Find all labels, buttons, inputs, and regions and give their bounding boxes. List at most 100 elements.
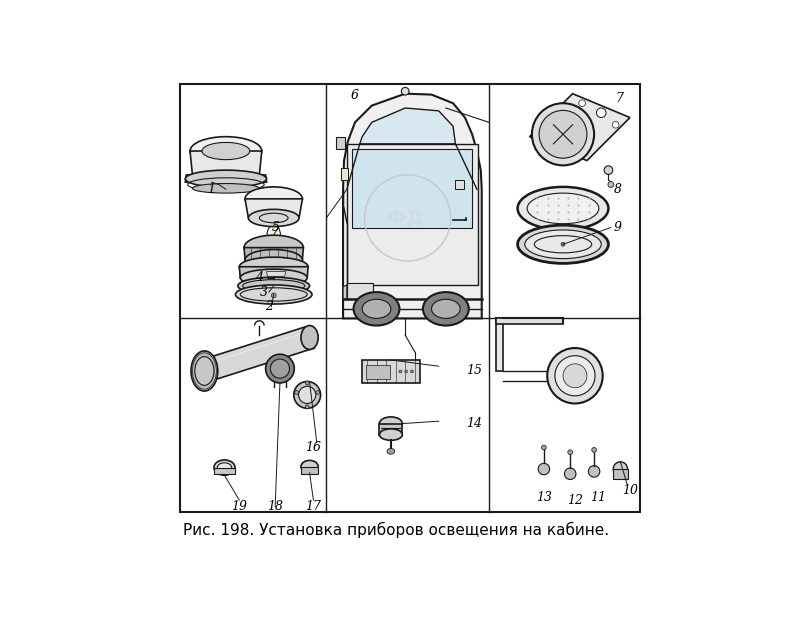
Polygon shape <box>347 144 478 285</box>
Circle shape <box>306 381 309 385</box>
Circle shape <box>588 466 600 477</box>
Bar <box>179 84 639 512</box>
Polygon shape <box>379 424 402 435</box>
Circle shape <box>271 293 276 298</box>
Ellipse shape <box>387 448 394 454</box>
Text: 18: 18 <box>267 500 283 513</box>
Text: 6: 6 <box>351 89 359 102</box>
Polygon shape <box>301 466 318 474</box>
Circle shape <box>568 450 573 455</box>
Polygon shape <box>530 94 630 161</box>
Polygon shape <box>496 319 563 324</box>
Circle shape <box>266 354 294 383</box>
Circle shape <box>547 348 602 404</box>
Ellipse shape <box>248 209 299 227</box>
Ellipse shape <box>239 257 308 276</box>
Bar <box>366 365 390 379</box>
Text: Рис. 198. Установка приборов освещения на кабине.: Рис. 198. Установка приборов освещения н… <box>183 522 609 538</box>
Polygon shape <box>343 285 347 299</box>
Text: 2: 2 <box>265 300 273 313</box>
Ellipse shape <box>238 277 310 294</box>
Circle shape <box>538 463 550 474</box>
Text: 14: 14 <box>466 417 482 430</box>
Circle shape <box>592 448 597 452</box>
Ellipse shape <box>193 184 259 193</box>
Circle shape <box>539 111 587 158</box>
Circle shape <box>561 242 565 246</box>
Ellipse shape <box>240 269 307 286</box>
Ellipse shape <box>218 463 232 473</box>
Text: 4: 4 <box>255 271 263 284</box>
Circle shape <box>294 381 321 408</box>
Text: 3: 3 <box>260 286 268 299</box>
Text: 1: 1 <box>207 183 215 196</box>
Circle shape <box>583 128 590 136</box>
Polygon shape <box>186 175 266 182</box>
Ellipse shape <box>245 250 302 271</box>
Text: 15: 15 <box>466 365 482 378</box>
Ellipse shape <box>202 142 250 160</box>
Ellipse shape <box>379 429 402 440</box>
Circle shape <box>402 88 409 95</box>
Ellipse shape <box>301 325 318 350</box>
Circle shape <box>399 370 402 373</box>
Circle shape <box>578 100 586 107</box>
Ellipse shape <box>267 225 281 244</box>
Circle shape <box>294 391 298 394</box>
Polygon shape <box>496 319 503 371</box>
Ellipse shape <box>362 299 391 319</box>
Bar <box>341 168 348 179</box>
Ellipse shape <box>214 460 235 475</box>
Ellipse shape <box>354 292 399 325</box>
Polygon shape <box>352 148 472 227</box>
Text: 13: 13 <box>536 491 552 504</box>
Ellipse shape <box>235 285 312 304</box>
Polygon shape <box>343 94 482 319</box>
Circle shape <box>565 468 576 479</box>
Text: 19: 19 <box>231 500 247 513</box>
Text: 7: 7 <box>615 92 623 105</box>
Circle shape <box>597 108 606 117</box>
Circle shape <box>612 121 619 128</box>
Circle shape <box>316 391 320 394</box>
Ellipse shape <box>518 225 609 263</box>
Text: 9: 9 <box>614 221 622 234</box>
Bar <box>362 360 419 383</box>
Ellipse shape <box>379 417 402 430</box>
Text: 5: 5 <box>272 221 280 234</box>
Circle shape <box>560 105 566 111</box>
Ellipse shape <box>423 292 469 325</box>
Ellipse shape <box>301 460 318 473</box>
Ellipse shape <box>190 137 262 165</box>
Circle shape <box>614 462 627 476</box>
Ellipse shape <box>245 187 302 211</box>
Circle shape <box>604 166 613 175</box>
Ellipse shape <box>431 299 460 319</box>
Polygon shape <box>360 108 455 144</box>
Text: ФД: ФД <box>387 209 423 227</box>
Ellipse shape <box>244 235 303 260</box>
Polygon shape <box>200 327 314 381</box>
Circle shape <box>306 405 309 409</box>
Circle shape <box>555 356 595 396</box>
Text: 11: 11 <box>590 491 606 504</box>
Bar <box>347 283 373 299</box>
Polygon shape <box>336 137 346 148</box>
Polygon shape <box>266 271 286 276</box>
Circle shape <box>410 370 414 373</box>
Circle shape <box>298 386 316 404</box>
Polygon shape <box>190 151 262 175</box>
Polygon shape <box>614 469 627 479</box>
Polygon shape <box>244 248 303 260</box>
Circle shape <box>532 103 594 165</box>
Circle shape <box>270 359 290 378</box>
Text: 12: 12 <box>567 494 583 507</box>
Circle shape <box>542 445 546 450</box>
Polygon shape <box>214 468 235 474</box>
Circle shape <box>544 113 554 122</box>
Ellipse shape <box>527 193 599 224</box>
Text: 10: 10 <box>622 484 638 497</box>
Ellipse shape <box>525 230 602 258</box>
Polygon shape <box>245 199 302 218</box>
Text: 17: 17 <box>306 500 322 513</box>
